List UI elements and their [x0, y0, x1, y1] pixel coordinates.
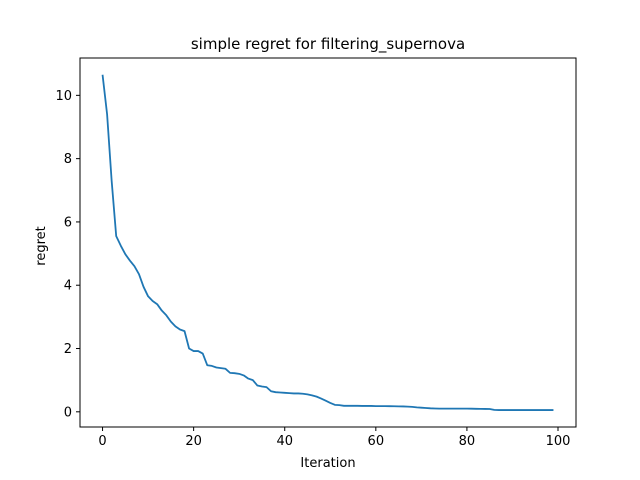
y-tick-label: 8	[64, 152, 72, 167]
x-tick-label: 0	[98, 434, 106, 449]
y-axis-label: regret	[34, 226, 49, 265]
y-tick-label: 6	[64, 215, 72, 230]
x-tick-label: 100	[546, 434, 571, 449]
x-tick-label: 20	[185, 434, 202, 449]
chart-title: simple regret for filtering_supernova	[191, 35, 465, 54]
x-tick-label: 40	[276, 434, 293, 449]
y-tick-label: 2	[64, 342, 72, 357]
regret-series-line	[101, 74, 554, 411]
x-tick-label: 60	[368, 434, 385, 449]
axes-frame	[79, 57, 577, 428]
y-tick-label: 4	[64, 279, 72, 294]
x-axis-label: Iteration	[300, 456, 355, 471]
y-tick-label: 10	[55, 89, 72, 104]
plot-area: 0 20 40 60 80 100 0 2 4 6 8 10	[55, 57, 577, 449]
x-tick-label: 80	[459, 434, 476, 449]
y-tick-label: 0	[64, 405, 72, 420]
